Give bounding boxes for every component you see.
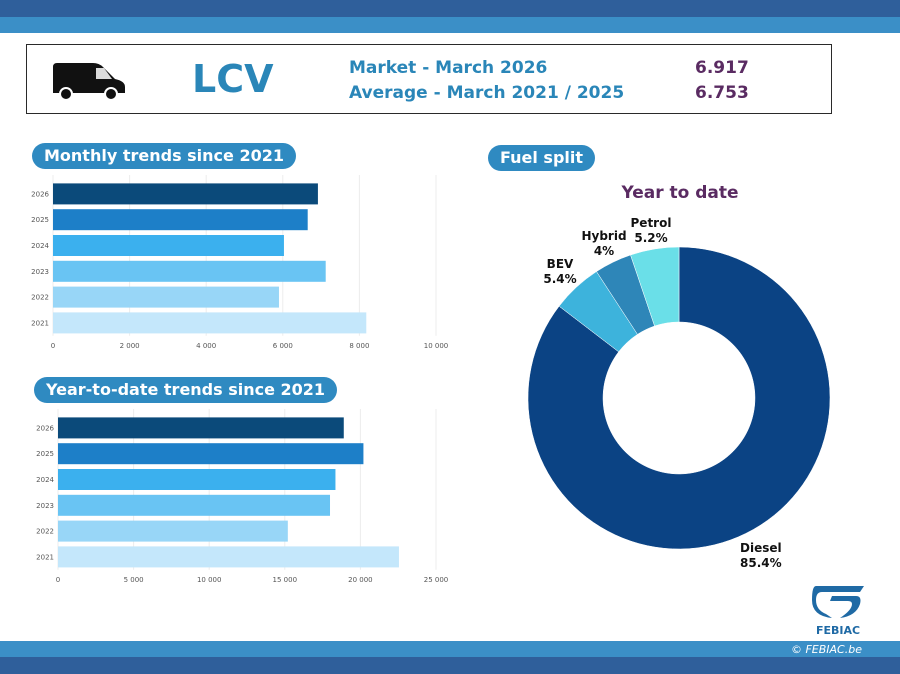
chart0-x-tick-label: 6 000: [273, 342, 293, 350]
pie-label-petrol: Petrol: [631, 216, 672, 230]
pie-value-petrol: 5.2%: [634, 231, 667, 245]
chart1-x-tick-label: 15 000: [273, 576, 298, 584]
pie-value-bev: 5.4%: [543, 272, 576, 286]
chart1-category-label: 2021: [36, 553, 54, 561]
top-band-light: [0, 17, 900, 33]
chart0-bar-2023: [53, 260, 326, 282]
pie-label-hybrid: Hybrid: [581, 229, 626, 243]
chart1-bar-2026: [58, 417, 344, 439]
pie-value-hybrid: 4%: [594, 244, 614, 258]
chart0-x-tick-label: 0: [51, 342, 55, 350]
average-label: Average - March 2021 / 2025: [349, 83, 625, 103]
chart0-category-label: 2022: [31, 294, 49, 302]
top-band-dark: [0, 0, 900, 17]
chart0-category-label: 2026: [31, 190, 49, 198]
market-value: 6.917: [695, 58, 749, 78]
pie-label-diesel: Diesel: [740, 541, 782, 555]
chart1-x-tick-label: 0: [56, 576, 60, 584]
bottom-band-dark: [0, 657, 900, 674]
van-icon: [53, 63, 125, 101]
chart0-bar-2026: [53, 183, 318, 205]
chart1-bar-2025: [58, 443, 364, 465]
chart0-x-tick-label: 2 000: [120, 342, 140, 350]
chart0-bar-2021: [53, 312, 367, 334]
chart1-x-tick-label: 20 000: [348, 576, 373, 584]
chart0-bar-2024: [53, 235, 284, 256]
pie-slice-diesel: [527, 246, 831, 550]
chart1-category-label: 2022: [36, 528, 54, 536]
pie-slice-petrol: [630, 246, 680, 327]
chart1-bar-2024: [58, 469, 336, 490]
chart1-category-label: 2024: [36, 476, 54, 484]
fuel-section-title: Fuel split: [488, 145, 596, 171]
chart1-category-label: 2023: [36, 502, 54, 510]
chart1-category-label: 2025: [36, 450, 54, 458]
chart1-bar-2023: [58, 494, 331, 516]
chart1-x-tick-label: 25 000: [424, 576, 449, 584]
bottom-band-light: [0, 641, 900, 657]
chart1-x-tick-label: 10 000: [197, 576, 222, 584]
ytd-section-title: Year-to-date trends since 2021: [34, 377, 338, 403]
febiac-logo-text: FEBIAC: [816, 624, 861, 637]
copyright-text: © FEBIAC.be: [790, 643, 862, 656]
chart0-x-tick-label: 8 000: [349, 342, 369, 350]
febiac-logo-icon: [812, 586, 864, 618]
chart0-x-tick-label: 10 000: [424, 342, 449, 350]
chart1-bar-2022: [58, 520, 288, 542]
monthly-section-title: Monthly trends since 2021: [32, 143, 296, 169]
pie-label-bev: BEV: [547, 257, 574, 271]
chart0-category-label: 2023: [31, 268, 49, 276]
chart0-x-tick-label: 4 000: [196, 342, 216, 350]
chart0-category-label: 2025: [31, 216, 49, 224]
page-title: LCV: [192, 57, 274, 101]
chart0-category-label: 2021: [31, 319, 49, 327]
chart1-bar-2021: [58, 546, 399, 568]
chart0-bar-2025: [53, 209, 308, 231]
chart0-category-label: 2024: [31, 242, 49, 250]
pie-title: Year to date: [621, 183, 739, 203]
pie-value-diesel: 85.4%: [740, 556, 782, 570]
header-panel: LCV Market - March 2026 6.917 Average - …: [26, 44, 832, 114]
market-label: Market - March 2026: [349, 58, 548, 78]
chart1-category-label: 2026: [36, 424, 54, 432]
average-value: 6.753: [695, 83, 749, 103]
chart0-bar-2022: [53, 286, 279, 308]
chart1-x-tick-label: 5 000: [124, 576, 144, 584]
